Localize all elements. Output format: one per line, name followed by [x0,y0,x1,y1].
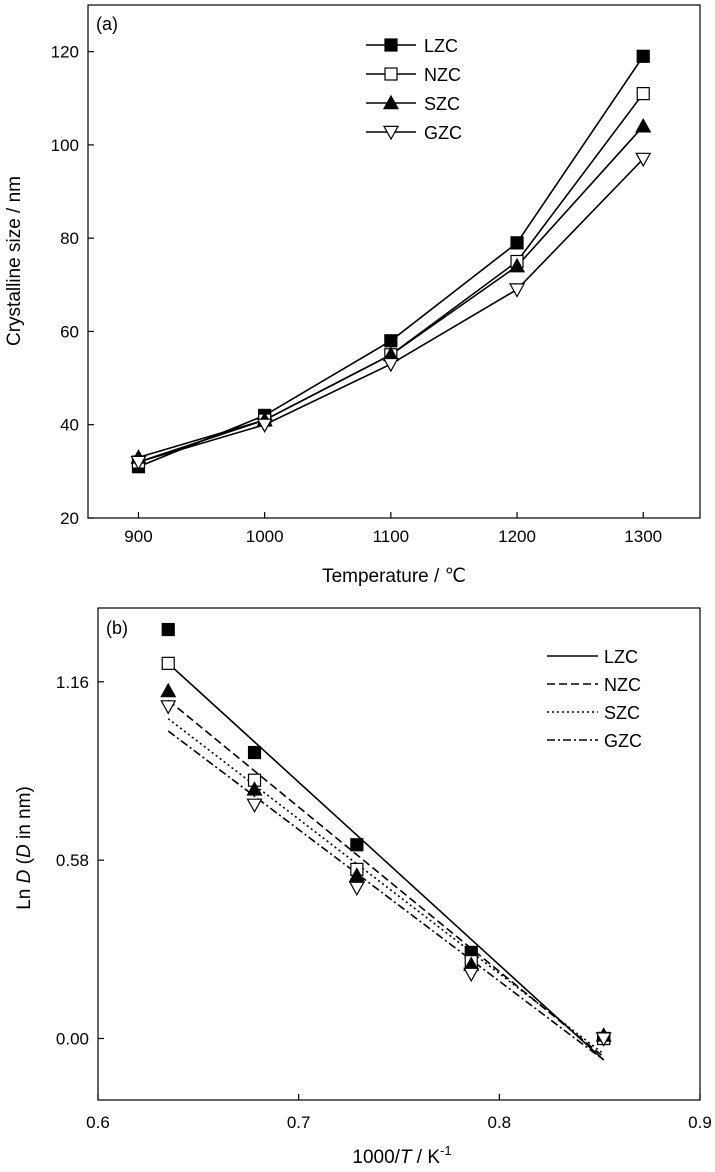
panel-a-ytick-label: 20 [60,509,79,528]
fit-line-szc [167,718,605,1055]
point-gzc [635,152,652,168]
panel-b-ytick-label: 1.16 [56,673,89,692]
point-gzc [246,798,263,814]
point-nzc [636,87,650,101]
panel-a: (a) 900 1000 1100 1200 1300 20 40 60 80 100 120 LZ… [4,4,701,587]
legend-label-gzc: GZC [424,123,462,143]
point-gzc [160,700,177,715]
panel-b-legend: LZC NZC SZC GZC [547,647,642,751]
point-gzc [130,455,147,471]
legend-label-lzc: LZC [604,647,638,667]
point-lzc [247,745,262,760]
series-line-szc [138,125,644,459]
point-lzc [510,236,524,250]
legend-label-szc: SZC [604,703,640,723]
point-lzc [384,334,398,348]
point-lzc [350,838,364,852]
point-szc [160,682,177,698]
panel-a-ylabel: Crystalline size / nm [4,176,25,346]
legend-marker-nzc [384,67,398,81]
point-gzc [348,881,365,897]
legend-marker-gzc [382,125,400,141]
panel-b-xtick-label: 0.7 [287,1113,311,1132]
point-lzc [161,622,175,637]
panel-b-xtick-label: 0.6 [86,1113,110,1132]
panel-a-ytick-label: 100 [51,136,79,155]
panel-a-series [130,49,652,474]
series-line-nzc [138,93,644,463]
panel-b-fit-lines [167,662,605,1061]
legend-label-lzc: LZC [424,36,458,56]
panel-b-xtick-label: 0.9 [688,1113,712,1132]
legend-marker-szc [382,94,400,110]
legend-label-nzc: NZC [424,65,461,85]
panel-a-xtick-label: 1200 [498,527,536,546]
panel-a-xtick-label: 900 [124,527,152,546]
point-szc [635,118,652,133]
point-gzc [256,418,273,433]
panel-b-label: (b) [106,618,128,638]
panel-b-axes: 0.6 0.7 0.8 0.9 0.00 0.58 1.16 [56,673,712,1132]
panel-b-frame [97,607,701,1101]
panel-b-points [160,622,612,1047]
point-gzc [463,967,480,983]
panel-a-label: (a) [96,14,118,34]
legend-marker-lzc [384,38,398,52]
panel-a-xlabel: Temperature / ℃ [322,566,466,587]
fit-line-gzc [167,730,605,1061]
panel-a-ytick-label: 80 [60,229,79,248]
fit-line-lzc [167,662,605,1061]
point-nzc [161,656,175,670]
panel-b-xlabel: 1000/T / K-1 [352,1143,451,1168]
panel-a-xtick-label: 1300 [624,527,662,546]
panel-a-ytick-label: 40 [60,416,79,435]
series-line-lzc [138,55,644,468]
point-gzc [509,283,526,298]
panel-b-ylabel: Ln D (D in nm) [14,786,35,910]
point-szc [509,257,526,273]
point-lzc [636,49,650,63]
point-gzc [595,1032,612,1047]
point-gzc [382,357,399,373]
panel-a-ytick-label: 60 [60,322,79,341]
panel-b-ytick-label: 0.00 [56,1030,89,1049]
series-line-gzc [138,158,644,463]
panel-b-ytick-label: 0.58 [56,851,89,870]
panel-a-xtick-label: 1000 [246,527,284,546]
legend-label-nzc: NZC [604,675,641,695]
fit-line-nzc [167,699,605,1058]
panel-a-axes: 900 1000 1100 1200 1300 20 40 60 80 100 120 [51,43,663,546]
panel-b-xtick-label: 0.8 [488,1113,512,1132]
legend-label-gzc: GZC [604,731,642,751]
panel-a-legend: LZC NZC SZC GZC [366,36,462,143]
legend-label-szc: SZC [424,94,460,114]
point-szc [246,781,263,796]
panel-a-ytick-label: 120 [51,43,79,62]
panel-b: (b) 0.6 0.7 0.8 0.9 0.00 0.58 1.16 LZC NZC SZC GZ… [14,607,712,1168]
point-szc [348,867,365,882]
panel-a-frame [87,4,701,519]
panel-a-xtick-label: 1100 [373,527,410,546]
